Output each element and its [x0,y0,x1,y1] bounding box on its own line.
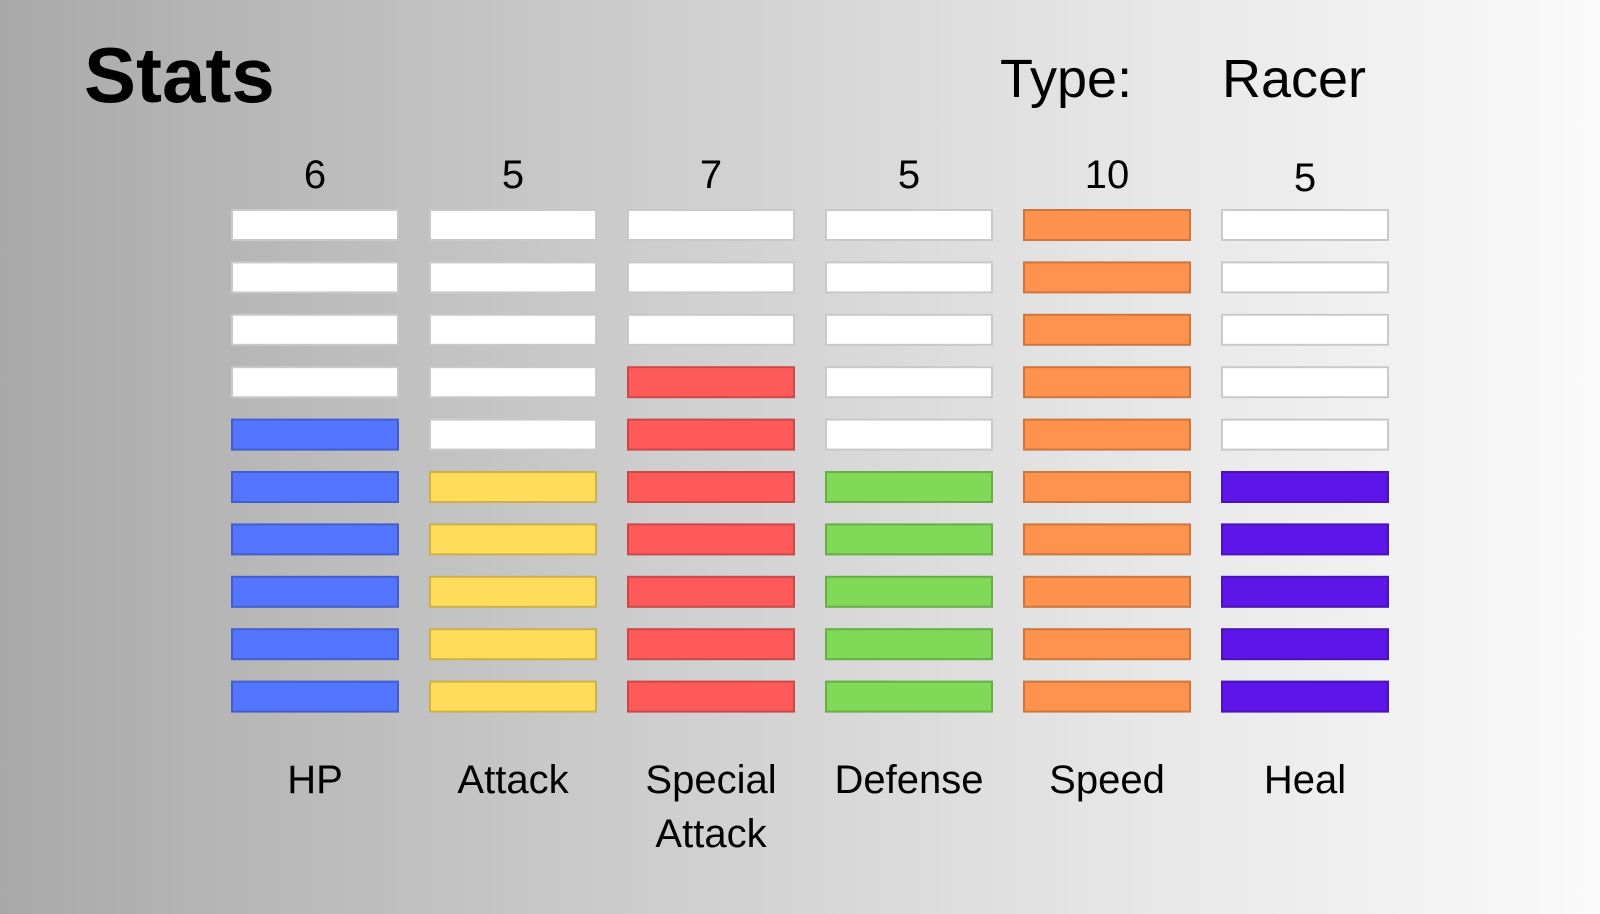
special-attack-segment-9-empty [627,261,795,294]
attack-segment-5-filled [429,471,597,503]
attack-segment-3-filled [429,575,597,608]
hp-segment-6-filled [231,418,399,451]
attack-segment-7-empty [429,366,597,399]
defense-segment-3-filled [825,575,993,608]
speed-segment-10-filled [1023,209,1191,241]
attack-segment-10-empty [429,209,597,241]
hp-label: HP [287,758,343,802]
special-attack-segment-1-filled [627,680,795,713]
speed-label: Speed [1049,758,1165,802]
heal-segment-10-empty [1221,209,1389,241]
speed-value: 10 [1084,153,1130,197]
speed-segment-3-filled [1023,575,1191,608]
attack-segment-9-empty [429,261,597,294]
defense-segment-1-filled [825,680,993,713]
special-attack-segment-2-filled [627,628,795,661]
defense-value: 5 [897,153,921,197]
speed-segment-1-filled [1023,680,1191,713]
defense-label: Defense [834,758,984,802]
type-label: Type: [1000,49,1133,109]
defense-segment-4-filled [825,523,993,556]
hp-segment-8-empty [231,313,399,346]
special-attack-segment-4-filled [627,523,795,556]
heal-segment-8-empty [1221,313,1389,346]
heal-segment-6-empty [1221,418,1389,451]
special-attack-segment-6-filled [627,418,795,451]
special-attack-value: 7 [699,153,723,197]
speed-segment-9-filled [1023,261,1191,294]
attack-segment-6-empty [429,418,597,451]
hp-segment-1-filled [231,680,399,713]
heal-segment-2-filled [1221,628,1389,661]
hp-segment-10-empty [231,209,399,241]
heal-segment-4-filled [1221,523,1389,556]
hp-segment-2-filled [231,628,399,661]
speed-segment-4-filled [1023,523,1191,556]
speed-segment-2-filled [1023,628,1191,661]
speed-segment-7-filled [1023,366,1191,399]
defense-segment-7-empty [825,366,993,399]
speed-segment-6-filled [1023,418,1191,451]
type-value: Racer [1222,49,1367,109]
attack-segment-1-filled [429,680,597,713]
speed-segment-8-filled [1023,313,1191,346]
special-attack-segment-10-empty [627,209,795,241]
heal-value: 5 [1293,156,1317,200]
hp-value: 6 [303,153,327,197]
special-attack-segment-5-filled [627,471,795,503]
attack-value: 5 [501,153,525,197]
hp-segment-4-filled [231,523,399,556]
hp-segment-7-empty [231,366,399,399]
defense-segment-5-filled [825,471,993,503]
heal-label: Heal [1263,758,1347,802]
special-attack-label: Special Attack [645,758,777,856]
speed-segment-5-filled [1023,471,1191,503]
attack-segment-2-filled [429,628,597,661]
heal-segment-1-filled [1221,680,1389,713]
heal-segment-9-empty [1221,261,1389,294]
heal-segment-7-empty [1221,366,1389,399]
attack-segment-4-filled [429,523,597,556]
hp-segment-5-filled [231,471,399,503]
defense-segment-6-empty [825,418,993,451]
attack-segment-8-empty [429,313,597,346]
heal-segment-3-filled [1221,575,1389,608]
defense-segment-8-empty [825,313,993,346]
hp-segment-9-empty [231,261,399,294]
defense-segment-2-filled [825,628,993,661]
special-attack-segment-7-filled [627,366,795,399]
special-attack-segment-3-filled [627,575,795,608]
defense-segment-10-empty [825,209,993,241]
hp-segment-3-filled [231,575,399,608]
defense-segment-9-empty [825,261,993,294]
page-title: Stats [84,31,275,119]
special-attack-segment-8-empty [627,313,795,346]
attack-label: Attack [457,758,569,802]
heal-segment-5-filled [1221,471,1389,503]
